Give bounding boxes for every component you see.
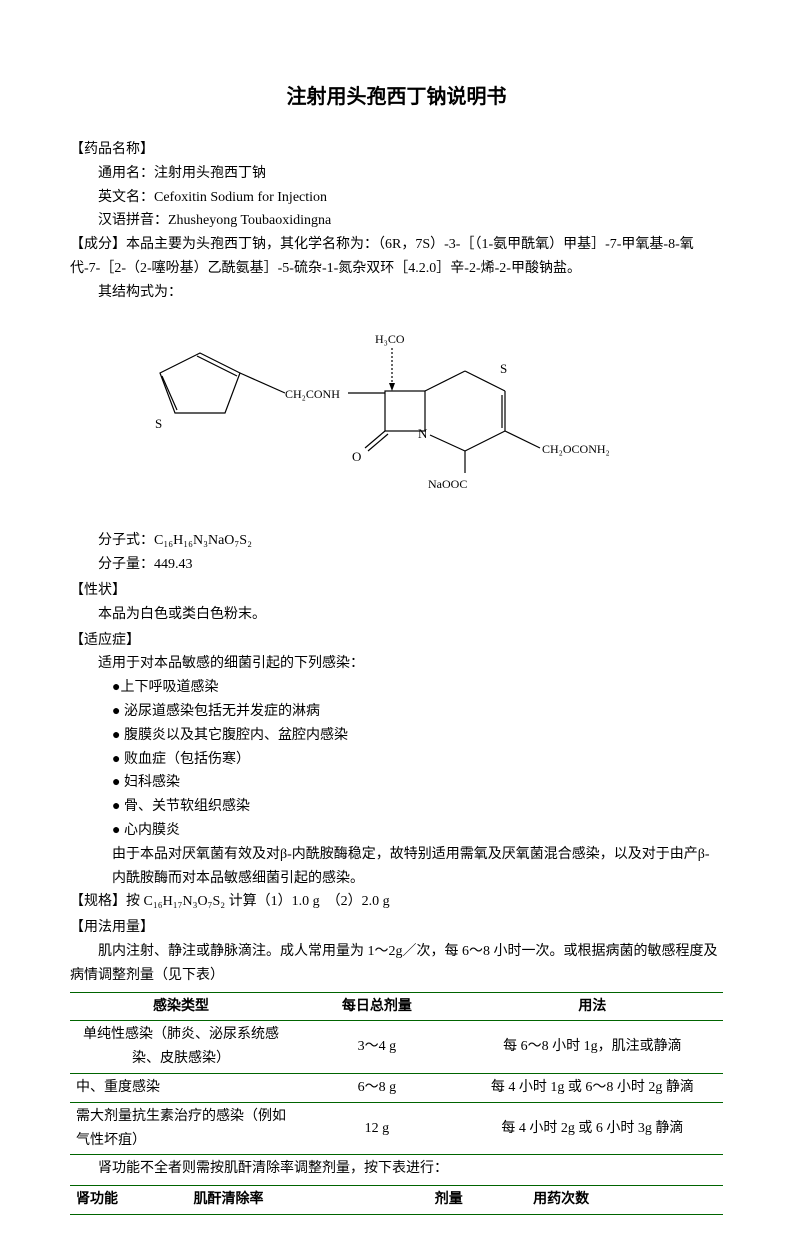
svg-text:O: O — [352, 449, 361, 464]
table-row: 中、重度感染 6～8 g 每 4 小时 1g 或 6～8 小时 2g 静滴 — [70, 1073, 723, 1102]
pinyin-label: 汉语拼音： — [98, 213, 168, 228]
indication-text: 上下呼吸道感染 — [120, 680, 218, 695]
structure-label: 其结构式为： — [70, 281, 723, 305]
generic-name-line: 通用名：注射用头孢西丁钠 — [70, 162, 723, 186]
mw-value: 449.43 — [154, 557, 193, 572]
table-header: 肌酐清除率 — [188, 1186, 371, 1215]
english-name-value: Cefoxitin Sodium for Injection — [154, 190, 327, 205]
svg-text:NaOOC: NaOOC — [428, 477, 467, 491]
ingredients-text: 本品主要为头孢西丁钠，其化学名称为：（6R，7S）-3-［（1-氨甲酰氧）甲基］… — [70, 237, 694, 276]
indication-item: ● 败血症（包括伤寒） — [70, 748, 723, 772]
spec-header: 【规格】 — [70, 894, 126, 909]
svg-text:CH₂CONH: CH₂CONH — [285, 387, 340, 401]
formula-value: C₁₆H₁₆N₃NaO₇S₂ — [154, 533, 252, 548]
mw-line: 分子量：449.43 — [70, 553, 723, 577]
indication-text: 败血症（包括伤寒） — [124, 752, 250, 767]
table-header: 剂量 — [370, 1186, 527, 1215]
usage-intro: 肌内注射、静注或静脉滴注。成人常用量为 1～2g／次，每 6～8 小时一次。或根… — [70, 940, 723, 988]
indication-item: ●上下呼吸道感染 — [70, 676, 723, 700]
svg-text:CH₂OCONH₂: CH₂OCONH₂ — [542, 442, 610, 456]
table-cell: 需大剂量抗生素治疗的感染（例如气性坏疽） — [70, 1102, 292, 1155]
properties-text: 本品为白色或类白色粉末。 — [70, 603, 723, 627]
table-row: 单纯性感染（肺炎、泌尿系统感染、皮肤感染） 3～4 g 每 6～8 小时 1g，… — [70, 1021, 723, 1074]
table-header: 用药次数 — [527, 1186, 723, 1215]
indications-intro: 适用于对本品敏感的细菌引起的下列感染： — [70, 652, 723, 676]
pinyin-value: Zhusheyong Toubaoxidingna — [168, 213, 331, 228]
usage-section: 【用法用量】 肌内注射、静注或静脉滴注。成人常用量为 1～2g／次，每 6～8 … — [70, 916, 723, 1215]
indication-text: 妇科感染 — [124, 775, 180, 790]
dosage-table: 感染类型 每日总剂量 用法 单纯性感染（肺炎、泌尿系统感染、皮肤感染） 3～4 … — [70, 992, 723, 1156]
table-cell: 12 g — [292, 1102, 462, 1155]
indication-text: 心内膜炎 — [124, 823, 180, 838]
indications-section: 【适应症】 适用于对本品敏感的细菌引起的下列感染： ●上下呼吸道感染 ● 泌尿道… — [70, 629, 723, 891]
svg-text:N: N — [418, 426, 428, 441]
formula-label: 分子式： — [98, 533, 154, 548]
indication-item: ● 腹膜炎以及其它腹腔内、盆腔内感染 — [70, 724, 723, 748]
indication-item: ● 泌尿道感染包括无并发症的淋病 — [70, 700, 723, 724]
svg-text:S: S — [155, 416, 162, 431]
table-header-row: 肾功能 肌酐清除率 剂量 用药次数 — [70, 1186, 723, 1215]
indications-header: 【适应症】 — [70, 629, 723, 653]
table-cell: 6～8 g — [292, 1073, 462, 1102]
indication-text: 骨、关节软组织感染 — [124, 799, 250, 814]
renal-note: 肾功能不全者则需按肌酐清除率调整剂量，按下表进行： — [70, 1157, 723, 1181]
indication-item: ● 心内膜炎 — [70, 819, 723, 843]
table-cell: 每 4 小时 2g 或 6 小时 3g 静滴 — [462, 1102, 723, 1155]
indication-text: 腹膜炎以及其它腹腔内、盆腔内感染 — [124, 728, 348, 743]
table-row: 需大剂量抗生素治疗的感染（例如气性坏疽） 12 g 每 4 小时 2g 或 6 … — [70, 1102, 723, 1155]
spec-section: 【规格】按 C₁₆H₁₇N₃O₇S₂ 计算（1）1.0 g （2）2.0 g — [70, 890, 723, 914]
mw-label: 分子量： — [98, 557, 154, 572]
chemical-structure-diagram: S CH₂CONH H₃CO N S O — [130, 313, 610, 513]
table-cell: 每 6～8 小时 1g，肌注或静滴 — [462, 1021, 723, 1074]
properties-section: 【性状】 本品为白色或类白色粉末。 — [70, 579, 723, 627]
usage-header: 【用法用量】 — [70, 916, 723, 940]
properties-header: 【性状】 — [70, 579, 723, 603]
table-header: 感染类型 — [70, 992, 292, 1021]
table-cell: 单纯性感染（肺炎、泌尿系统感染、皮肤感染） — [70, 1021, 292, 1074]
english-name-line: 英文名：Cefoxitin Sodium for Injection — [70, 186, 723, 210]
indication-text: 泌尿道感染包括无并发症的淋病 — [124, 704, 320, 719]
table-header-row: 感染类型 每日总剂量 用法 — [70, 992, 723, 1021]
table-cell: 3～4 g — [292, 1021, 462, 1074]
english-name-label: 英文名： — [98, 190, 154, 205]
table-header: 肾功能 — [70, 1186, 188, 1215]
renal-table: 肾功能 肌酐清除率 剂量 用药次数 — [70, 1185, 723, 1215]
indication-item: ● 骨、关节软组织感染 — [70, 795, 723, 819]
generic-name-label: 通用名： — [98, 166, 154, 181]
ingredients-header: 【成分】 — [70, 237, 126, 252]
pinyin-line: 汉语拼音：Zhusheyong Toubaoxidingna — [70, 209, 723, 233]
drug-name-section: 【药品名称】 通用名：注射用头孢西丁钠 英文名：Cefoxitin Sodium… — [70, 138, 723, 233]
indication-item: ● 妇科感染 — [70, 771, 723, 795]
spec-text: 按 C₁₆H₁₇N₃O₇S₂ 计算（1）1.0 g （2）2.0 g — [126, 894, 390, 909]
svg-text:S: S — [500, 361, 507, 376]
formula-line: 分子式：C₁₆H₁₆N₃NaO₇S₂ — [70, 529, 723, 553]
ingredients-section: 【成分】本品主要为头孢西丁钠，其化学名称为：（6R，7S）-3-［（1-氨甲酰氧… — [70, 233, 723, 577]
table-cell: 中、重度感染 — [70, 1073, 292, 1102]
table-cell: 每 4 小时 1g 或 6～8 小时 2g 静滴 — [462, 1073, 723, 1102]
indications-note: 由于本品对厌氧菌有效及对β-内酰胺酶稳定，故特别适用需氧及厌氧菌混合感染，以及对… — [70, 843, 723, 891]
generic-name-value: 注射用头孢西丁钠 — [154, 166, 266, 181]
table-header: 每日总剂量 — [292, 992, 462, 1021]
svg-text:H₃CO: H₃CO — [375, 332, 405, 346]
document-title: 注射用头孢西丁钠说明书 — [70, 80, 723, 114]
drug-name-header: 【药品名称】 — [70, 138, 723, 162]
table-header: 用法 — [462, 992, 723, 1021]
